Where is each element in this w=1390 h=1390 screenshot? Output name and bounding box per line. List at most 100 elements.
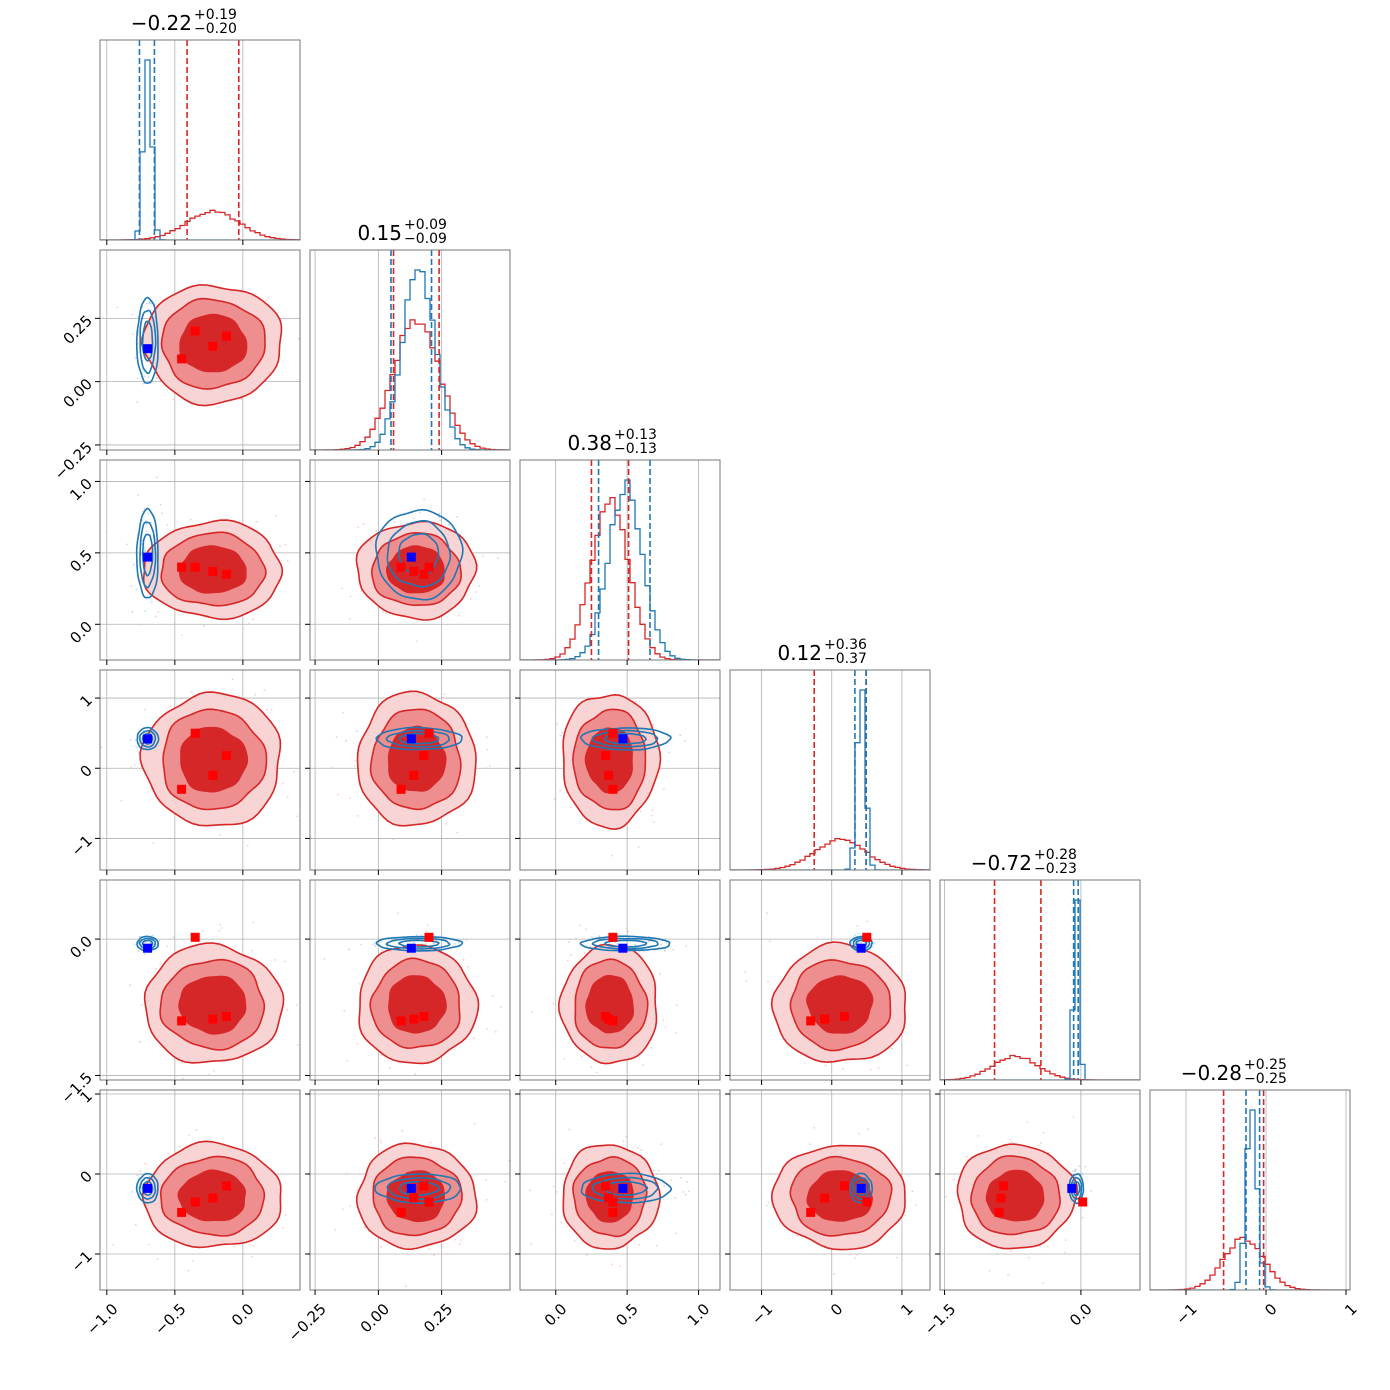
red-marker <box>806 1207 816 1217</box>
red-sample <box>996 1252 999 1255</box>
red-marker <box>608 1207 618 1217</box>
red-sample <box>895 1256 898 1259</box>
red-sample <box>467 965 469 968</box>
y-tick-label: 0.0 <box>66 932 96 962</box>
panel-4-4 <box>939 879 1141 1085</box>
blue-contour-level-2 <box>141 320 154 362</box>
x-tick-label: 0.0 <box>1066 1300 1096 1330</box>
red-sample <box>144 1162 147 1165</box>
red-sample <box>133 764 136 766</box>
y-tick-label: 0.0 <box>66 618 96 648</box>
red-marker <box>409 1193 419 1203</box>
red-sample <box>619 1265 621 1268</box>
red-marker <box>177 1207 187 1217</box>
blue-contour-level-1 <box>591 1176 659 1200</box>
panel-1-0: −0.25 0.00 0.25 <box>51 249 301 483</box>
red-sample <box>482 555 484 558</box>
red-sample <box>473 1037 475 1040</box>
blue-contour-level-0 <box>580 1172 673 1204</box>
red-sample <box>580 1055 583 1058</box>
red-sample <box>595 1071 598 1074</box>
blue-sample <box>663 1185 666 1188</box>
red-sample <box>659 972 661 975</box>
red-sample <box>401 1129 404 1132</box>
red-sample <box>132 333 134 336</box>
red-sample <box>231 678 234 681</box>
y-tick-label: 0.25 <box>60 312 96 348</box>
blue-marker <box>618 1183 628 1193</box>
blue-marker <box>406 734 416 744</box>
blue-sample <box>555 1191 558 1193</box>
panel-content <box>100 40 300 240</box>
red-sample <box>640 1149 643 1152</box>
red-sample <box>569 954 572 957</box>
x-tick-label: 1.0 <box>684 1300 714 1330</box>
red-marker <box>396 784 406 794</box>
red-sample <box>219 833 222 836</box>
red-sample <box>504 1180 507 1183</box>
red-sample <box>298 337 300 340</box>
panel-content <box>730 880 930 1080</box>
red-marker <box>601 751 611 761</box>
title-value-3: 0.12 <box>777 641 822 665</box>
panel-content <box>520 460 720 660</box>
red-sample <box>662 1019 665 1022</box>
red-sample <box>297 1044 299 1046</box>
red-sample <box>349 595 352 598</box>
red-marker <box>222 569 231 579</box>
blue-sample <box>348 948 350 951</box>
blue-sample <box>1075 1168 1077 1171</box>
blue-sample <box>686 1180 688 1183</box>
red-sample <box>147 1243 150 1246</box>
red-sample <box>360 590 363 592</box>
panel-1-1 <box>309 249 511 455</box>
red-sample <box>343 1009 346 1012</box>
red-marker <box>177 354 187 364</box>
red-sample <box>254 693 256 696</box>
blue-sample <box>872 945 874 948</box>
red-sample <box>1042 1131 1045 1134</box>
red-sample <box>634 700 637 703</box>
y-tick-label: −0.25 <box>51 438 96 483</box>
red-sample <box>639 810 642 813</box>
red-sample <box>265 299 268 301</box>
red-sample <box>611 854 613 857</box>
red-marker <box>190 932 200 942</box>
blue-sample <box>1080 1172 1082 1174</box>
blue-marker <box>406 1183 416 1193</box>
blue-sample <box>335 736 338 738</box>
red-sample <box>201 930 204 933</box>
blue-sample <box>458 941 460 944</box>
red-histogram <box>520 496 720 660</box>
red-sample <box>219 923 222 926</box>
red-sample <box>345 1172 348 1175</box>
red-sample <box>636 1147 639 1150</box>
red-sample <box>147 1081 149 1083</box>
blue-marker <box>143 344 153 354</box>
red-sample <box>1010 1250 1013 1253</box>
blue-sample <box>1078 1165 1081 1168</box>
red-marker <box>190 326 200 336</box>
red-sample <box>670 1179 673 1181</box>
blue-contour-level-1 <box>138 1176 157 1200</box>
red-sample <box>766 912 769 915</box>
red-sample <box>179 1145 181 1148</box>
red-sample <box>469 598 472 600</box>
red-sample <box>456 831 459 834</box>
red-sample <box>486 767 488 769</box>
red-sample <box>488 765 491 767</box>
blue-sample <box>134 739 137 741</box>
panel-frame <box>309 669 511 871</box>
blue-sample <box>854 934 857 936</box>
panel-3-3 <box>729 669 931 875</box>
blue-sample <box>1072 1170 1075 1173</box>
red-sample <box>166 945 169 948</box>
blue-sample <box>432 942 435 945</box>
panel-content <box>310 880 510 1080</box>
red-sample <box>486 748 489 751</box>
red-marker <box>222 751 231 761</box>
red-sample <box>105 530 108 533</box>
red-marker <box>409 566 419 576</box>
red-sample <box>767 1201 770 1204</box>
blue-contour-level-0 <box>579 727 672 751</box>
